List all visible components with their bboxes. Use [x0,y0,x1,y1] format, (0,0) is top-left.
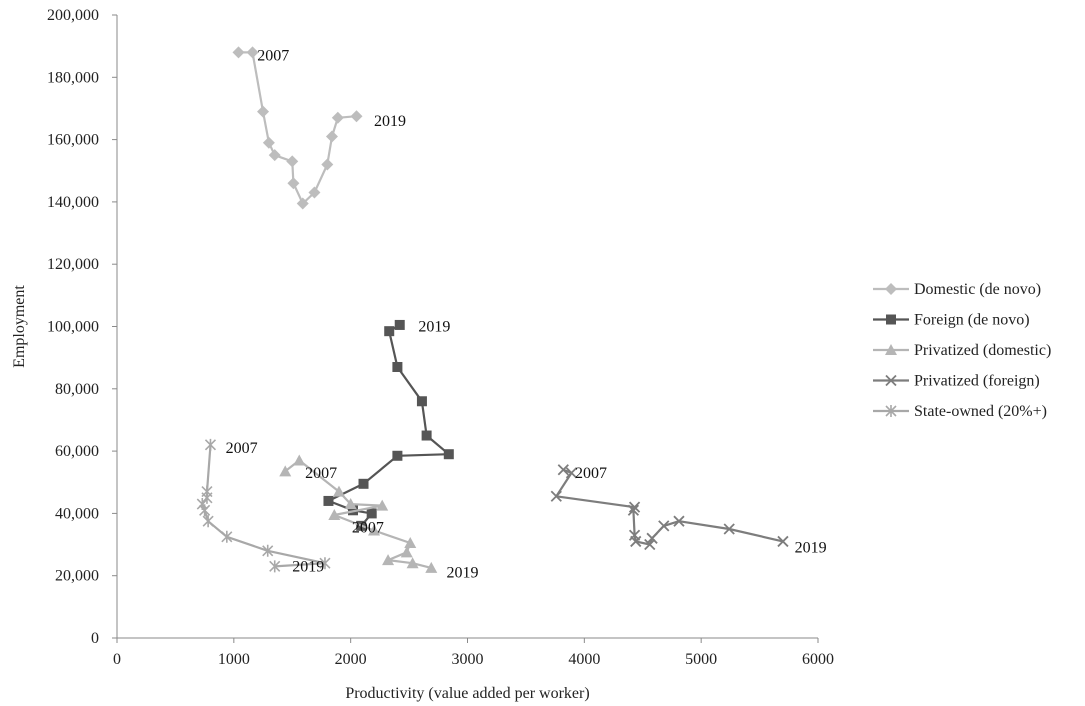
x-tick-label: 2000 [335,651,367,668]
data-point [200,504,210,516]
annotation-label: 2019 [418,319,450,336]
axes: 0 20,000 40,000 60,000 80,000 100,000 120,000 1… [47,7,834,668]
data-point [417,396,427,406]
y-tick-label: 20,000 [55,568,99,585]
series-3 [279,454,437,572]
legend: Domestic (de novo) Foreign (de novo) Priva… [873,281,1051,420]
legend-marker [886,315,896,325]
legend-item: Foreign (de novo) [873,312,1030,329]
series-line [329,325,449,526]
data-point [395,320,405,330]
legend-item: Domestic (de novo) [873,281,1041,298]
legend-item: Privatized (domestic) [873,342,1051,359]
legend-label: Foreign (de novo) [914,312,1030,329]
series-1 [233,46,363,209]
annotation-label: 2019 [374,113,406,130]
data-point [257,106,269,118]
x-tick-label: 6000 [802,651,834,668]
data-point [233,46,245,58]
annotation-label: 2007 [305,465,337,482]
y-tick-label: 100,000 [47,319,99,336]
data-point [351,110,363,122]
data-point [359,479,369,489]
annotation-label: 2019 [292,558,324,575]
data-point [321,159,333,171]
data-point [263,137,275,149]
y-tick-label: 120,000 [47,256,99,273]
x-axis-title: Productivity (value added per worker) [345,685,589,702]
data-point [384,326,394,336]
legend-label: State-owned (20%+) [914,403,1047,420]
annotation-label: 2007 [226,440,258,457]
data-point [293,454,305,465]
x-tick-label: 4000 [568,651,600,668]
data-point [323,496,333,506]
legend-item: State-owned (20%+) [873,403,1047,420]
series-5 [197,439,330,572]
annotation-label: 2019 [795,540,827,557]
data-point [332,112,344,124]
data-point [203,515,213,527]
annotation-label: 2007 [352,519,384,536]
series-line [239,52,357,203]
x-tick-label: 5000 [685,651,717,668]
annotations: 2007 2019 2019 2007 2007 2007 2019 2019 2007 2019 [226,47,827,581]
data-point [367,508,377,518]
annotation-label: 2007 [575,465,607,482]
legend-label: Privatized (domestic) [914,342,1051,359]
data-point [205,439,215,451]
x-tick-label: 3000 [452,651,484,668]
annotation-label: 2019 [446,565,478,582]
data-point [444,449,454,459]
y-axis-title: Employment [11,285,28,368]
x-tick-label: 1000 [218,651,250,668]
y-tick-label: 0 [91,630,99,647]
data-point [422,431,432,441]
y-tick-label: 140,000 [47,194,99,211]
y-tick-label: 200,000 [47,7,99,24]
legend-marker [885,283,897,295]
x-tick-label: 0 [113,651,121,668]
data-point [392,362,402,372]
data-point [286,155,298,167]
data-point [269,149,281,161]
data-point [558,465,568,475]
legend-label: Privatized (foreign) [914,373,1040,390]
y-tick-label: 40,000 [55,505,99,522]
y-tick-label: 60,000 [55,443,99,460]
data-point [287,177,299,189]
legend-item: Privatized (foreign) [873,373,1040,390]
data-point [222,531,232,543]
series-layer [197,46,788,573]
data-point [326,130,338,142]
y-tick-label: 80,000 [55,381,99,398]
y-tick-label: 160,000 [47,132,99,149]
annotation-label: 2007 [257,47,289,64]
series-line [202,445,325,567]
y-tick-label: 180,000 [47,69,99,86]
series-2 [323,320,453,531]
legend-label: Domestic (de novo) [914,281,1041,298]
data-point [392,451,402,461]
